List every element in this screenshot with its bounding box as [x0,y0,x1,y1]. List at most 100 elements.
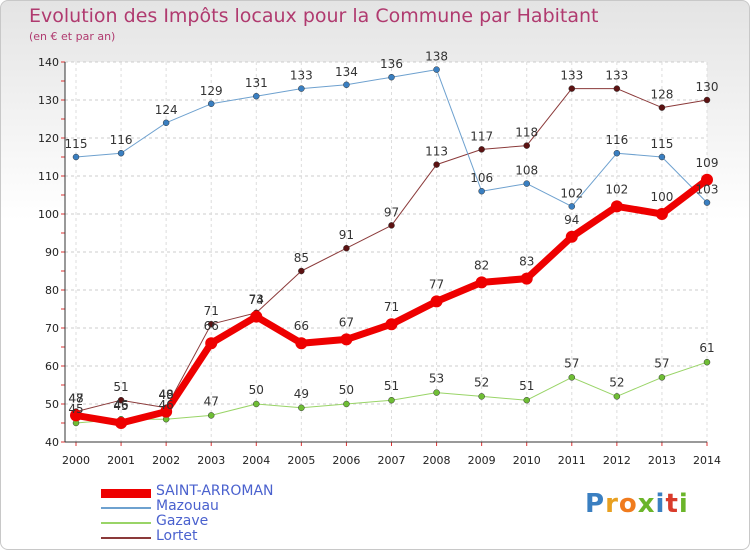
data-point-mazouau [568,203,576,210]
data-point-gazave [478,393,485,400]
data-point-lortet [117,396,125,404]
data-point-lortet [478,146,485,153]
data-label-lortet: 130 [696,80,719,94]
data-label-mazouau: 116 [605,133,628,147]
data-label-lortet: 74 [249,293,264,307]
data-label-saint-arroman: 48 [159,388,174,402]
data-label-mazouau: 116 [110,133,133,147]
data-label-gazave: 57 [564,356,579,370]
data-point-mazouau [72,153,80,161]
y-tick-label: 120 [38,132,59,145]
axis-layer: 40 50 60 70 80 90 100 110 120 130 140 2000 2001 2002 2… [38,56,721,467]
data-label-saint-arroman: 94 [564,213,579,227]
data-point-lortet [388,222,395,229]
legend-swatch [101,507,151,509]
data-point-lortet [658,104,666,111]
data-point-saint-arroman [565,230,578,243]
data-label-gazave: 52 [609,375,624,389]
data-label-lortet: 97 [384,205,399,219]
data-point-mazouau [658,153,666,161]
data-point-saint-arroman [205,337,218,350]
data-label-mazouau: 138 [425,50,448,64]
legend-swatch [101,537,151,539]
data-point-saint-arroman [655,208,668,220]
legend-label: Gazave [156,513,209,529]
data-point-gazave [253,400,260,408]
data-point-mazouau [388,73,395,81]
data-label-mazouau: 133 [290,69,313,83]
x-tick-label: 2002 [152,454,180,467]
data-point-gazave [207,412,215,419]
x-tick-label: 2010 [513,454,541,467]
data-point-gazave [388,396,395,404]
data-point-gazave [703,358,711,366]
data-label-gazave: 50 [339,383,354,397]
data-point-mazouau [703,199,711,206]
data-point-saint-arroman [70,409,82,422]
data-label-gazave: 51 [519,379,534,393]
data-label-mazouau: 115 [650,137,673,151]
data-label-saint-arroman: 82 [474,258,489,272]
data-label-lortet: 128 [650,88,673,102]
data-label-mazouau: 134 [335,65,358,79]
data-label-lortet: 118 [515,126,538,140]
data-label-mazouau: 115 [65,137,88,151]
data-point-saint-arroman [295,337,308,350]
data-label-gazave: 61 [699,341,714,355]
x-tick-label: 2000 [62,454,90,467]
data-point-mazouau [253,92,260,100]
x-tick-label: 2003 [197,454,225,467]
data-point-saint-arroman [115,417,128,429]
x-tick-label: 2014 [693,454,721,467]
data-point-saint-arroman [430,295,443,308]
data-point-mazouau [298,85,305,92]
legend-label: Lortet [156,528,198,544]
data-point-mazouau [478,187,485,195]
data-point-saint-arroman [610,200,623,213]
data-label-saint-arroman: 102 [605,182,628,196]
y-tick-label: 50 [45,398,59,411]
data-label-lortet: 91 [339,228,354,242]
data-label-lortet: 85 [294,251,309,265]
y-tick-label: 40 [45,436,59,449]
data-label-gazave: 47 [204,394,219,408]
data-point-lortet [298,267,305,275]
data-point-saint-arroman [475,276,488,289]
logo-letter: r [605,489,619,519]
data-label-gazave: 50 [249,383,264,397]
data-label-gazave: 46 [113,398,128,412]
data-label-saint-arroman: 100 [650,190,673,204]
data-label-saint-arroman: 66 [204,319,219,333]
data-point-saint-arroman [160,405,173,418]
y-tick-label: 90 [45,246,59,259]
data-label-mazouau: 102 [560,186,583,200]
logo-letter: i [678,489,689,519]
data-point-saint-arroman [701,173,713,186]
data-label-lortet: 133 [605,69,628,83]
data-label-gazave: 45 [68,402,83,416]
y-tick-label: 100 [38,208,59,221]
data-label-gazave: 51 [384,379,399,393]
x-tick-label: 2005 [287,454,315,467]
proxiti-logo: Proxiti [585,489,689,519]
data-label-saint-arroman: 45 [113,399,128,413]
data-label-saint-arroman: 77 [429,277,444,291]
data-label-gazave: 46 [159,398,174,412]
grid-layer [65,61,708,443]
series-layer [70,66,713,429]
y-tick-label: 130 [38,94,59,107]
data-label-saint-arroman: 109 [696,156,719,170]
data-point-lortet [703,96,711,104]
y-tick-label: 60 [45,360,59,373]
data-label-saint-arroman: 83 [519,255,534,269]
data-label-lortet: 49 [159,388,174,402]
logo-letter: o [618,489,638,519]
legend-label: Mazouau [156,498,219,514]
data-label-mazouau: 131 [245,76,268,90]
data-label-lortet: 51 [113,380,128,394]
data-label-mazouau: 124 [155,103,178,117]
legend-label: SAINT-ARROMAN [156,483,274,499]
data-point-mazouau [343,81,350,89]
data-label-lortet: 117 [470,129,493,143]
x-tick-label: 2009 [468,454,496,467]
